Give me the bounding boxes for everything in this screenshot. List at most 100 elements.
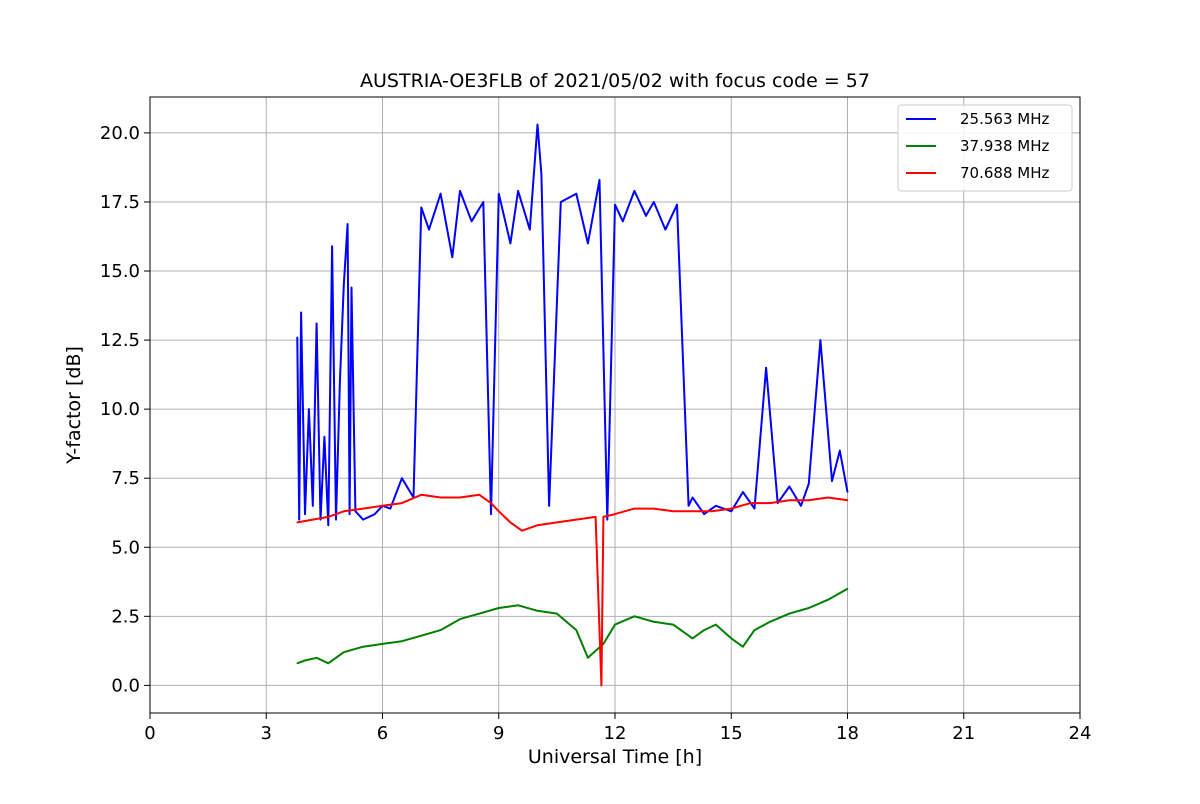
data-point — [819, 339, 822, 341]
y-tick-label: 2.5 — [111, 606, 140, 627]
data-point — [308, 408, 310, 410]
x-tick-label: 0 — [144, 723, 155, 744]
y-tick-label: 0.0 — [111, 675, 140, 696]
data-point — [521, 529, 523, 532]
data-point — [312, 505, 314, 507]
data-point — [459, 190, 461, 192]
data-point — [517, 604, 519, 607]
data-point — [331, 245, 333, 247]
data-point — [315, 657, 318, 659]
data-point — [691, 496, 694, 499]
data-point — [749, 502, 752, 504]
data-point — [439, 192, 442, 195]
data-point — [788, 485, 791, 488]
data-point — [653, 507, 655, 510]
data-point — [730, 510, 733, 513]
data-point — [509, 242, 512, 245]
data-point — [343, 284, 345, 286]
data-point — [498, 607, 500, 609]
x-tick-label: 18 — [836, 723, 859, 744]
x-tick-label: 12 — [604, 723, 627, 744]
data-point — [753, 629, 756, 631]
data-point — [827, 496, 829, 499]
x-tick-label: 9 — [493, 723, 504, 744]
data-point — [614, 203, 616, 206]
data-point — [509, 521, 512, 524]
data-point — [374, 513, 376, 515]
data-point — [753, 507, 756, 510]
data-point — [831, 480, 833, 482]
data-point — [327, 524, 330, 526]
y-tick-label: 5.0 — [111, 537, 140, 558]
data-point — [490, 502, 492, 504]
data-point — [478, 612, 481, 615]
data-point — [296, 336, 299, 339]
data-point — [594, 516, 597, 518]
data-point — [428, 228, 430, 231]
data-point — [298, 518, 301, 521]
data-point — [348, 513, 351, 515]
series-line-3 — [297, 493, 848, 687]
data-point — [304, 513, 306, 515]
data-point — [742, 645, 744, 648]
data-point — [653, 621, 655, 623]
data-point — [622, 220, 624, 223]
data-point — [730, 637, 733, 640]
data-point — [482, 201, 485, 203]
legend: 25.563 MHz 37.938 MHz 70.688 MHz — [897, 104, 1073, 192]
data-point — [401, 502, 403, 504]
data-point — [664, 228, 667, 231]
y-axis-label: Y-factor [dB] — [63, 346, 85, 465]
data-point — [788, 612, 791, 615]
data-point — [548, 505, 550, 507]
data-point — [343, 510, 345, 513]
x-tick-label: 21 — [952, 723, 975, 744]
data-point — [691, 510, 694, 513]
data-point — [587, 242, 589, 245]
data-point — [346, 223, 349, 225]
data-point — [420, 494, 423, 496]
data-point — [459, 618, 461, 620]
data-point — [304, 659, 306, 662]
data-point — [296, 662, 299, 665]
data-point — [350, 286, 353, 289]
grid — [149, 97, 1081, 713]
data-point — [827, 598, 829, 601]
data-point — [614, 513, 616, 515]
data-point — [715, 623, 717, 626]
data-point — [343, 651, 345, 653]
x-axis-label: Universal Time [h] — [528, 746, 702, 768]
legend-label: 70.688 MHz — [960, 164, 1049, 182]
data-point — [490, 513, 492, 515]
data-point — [439, 629, 442, 631]
data-point — [672, 510, 674, 513]
chart-title: AUSTRIA-OE3FLB of 2021/05/02 with focus … — [360, 70, 870, 92]
data-point — [633, 190, 636, 192]
data-point — [529, 228, 531, 231]
data-point — [420, 206, 423, 209]
data-point — [354, 510, 357, 513]
x-tick-label: 6 — [377, 723, 388, 744]
data-point — [687, 505, 690, 507]
data-point — [575, 629, 578, 631]
y-tick-label: 7.5 — [111, 468, 140, 489]
data-point — [614, 623, 616, 626]
data-point — [362, 507, 364, 510]
y-tick-label: 20.0 — [100, 123, 140, 144]
data-point — [846, 499, 849, 502]
data-point — [312, 518, 314, 521]
data-point — [691, 637, 694, 640]
data-point — [846, 587, 849, 590]
data-point — [401, 477, 403, 480]
data-point — [765, 366, 767, 369]
data-point — [327, 516, 330, 518]
data-point — [498, 510, 500, 513]
y-tick-label: 17.5 — [100, 192, 140, 213]
data-point — [420, 634, 423, 637]
data-point — [536, 524, 539, 526]
data-point — [459, 496, 461, 499]
data-point — [645, 215, 647, 217]
data-point — [633, 615, 636, 618]
x-axis: 0 3 6 9 12 15 18 21 24 — [144, 713, 1091, 744]
